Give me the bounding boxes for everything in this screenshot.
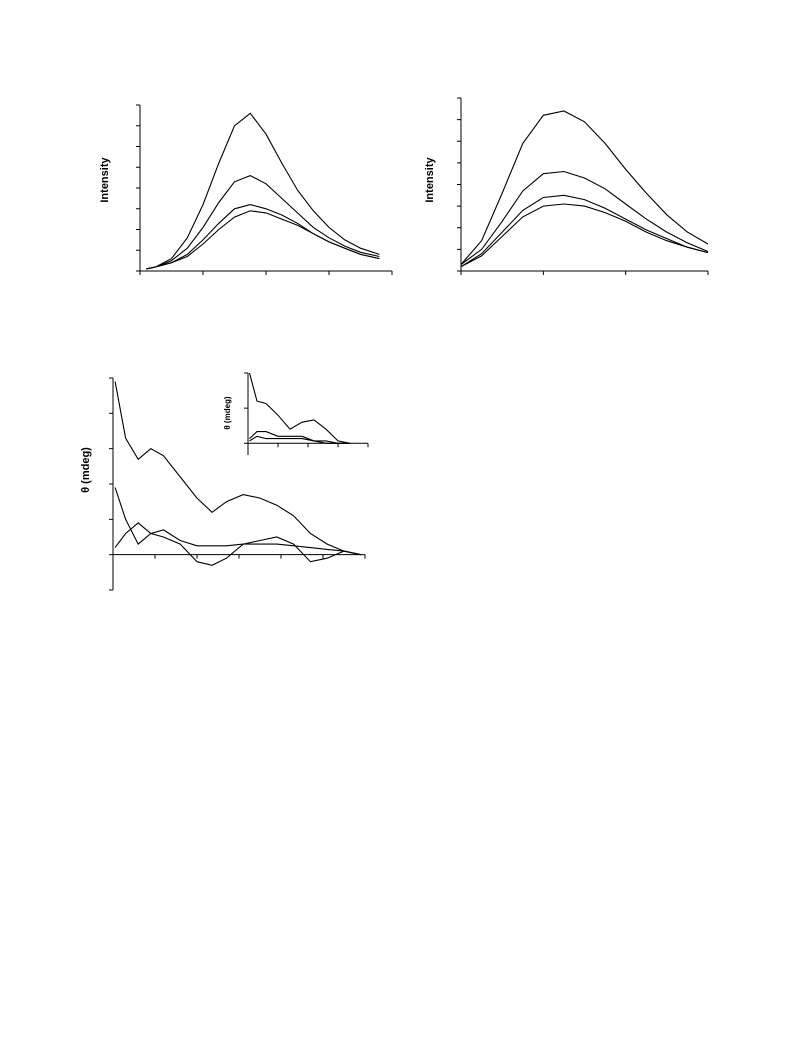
curve xyxy=(460,194,709,268)
curve xyxy=(146,174,380,270)
curve xyxy=(146,112,380,270)
curve xyxy=(248,372,351,444)
curve xyxy=(146,210,380,270)
curve xyxy=(249,431,350,444)
curve xyxy=(249,435,350,444)
y-axis-label: θ (mdeg) xyxy=(80,447,92,493)
curve xyxy=(460,203,709,268)
y-axis-label: Intensity xyxy=(424,157,436,203)
y-axis-label: Intensity xyxy=(99,157,111,203)
curve xyxy=(460,170,709,265)
y-axis-label: θ (mdeg) xyxy=(223,396,232,430)
curve xyxy=(114,487,361,566)
curve xyxy=(114,381,361,556)
curve xyxy=(114,522,361,556)
curve xyxy=(460,110,709,265)
